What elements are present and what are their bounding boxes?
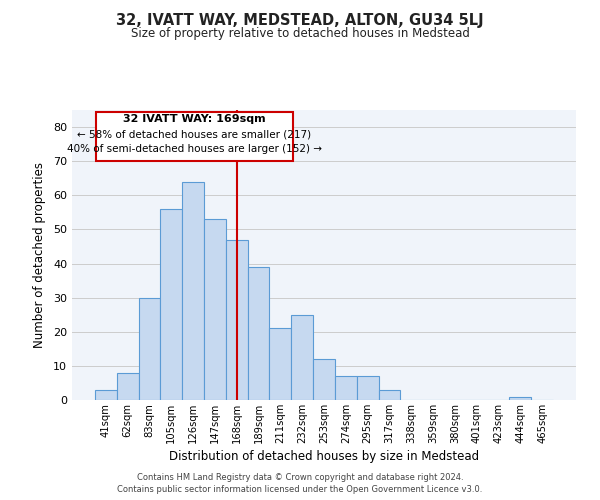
Bar	[291, 314, 313, 400]
Bar	[204, 219, 226, 400]
Bar	[226, 240, 248, 400]
X-axis label: Distribution of detached houses by size in Medstead: Distribution of detached houses by size …	[169, 450, 479, 463]
Bar	[248, 267, 269, 400]
Bar	[95, 390, 117, 400]
Text: 32 IVATT WAY: 169sqm: 32 IVATT WAY: 169sqm	[123, 114, 266, 124]
Bar	[357, 376, 379, 400]
Y-axis label: Number of detached properties: Number of detached properties	[33, 162, 46, 348]
Bar	[160, 209, 182, 400]
Text: ← 58% of detached houses are smaller (217): ← 58% of detached houses are smaller (21…	[77, 129, 311, 139]
Text: 32, IVATT WAY, MEDSTEAD, ALTON, GU34 5LJ: 32, IVATT WAY, MEDSTEAD, ALTON, GU34 5LJ	[116, 12, 484, 28]
Text: 40% of semi-detached houses are larger (152) →: 40% of semi-detached houses are larger (…	[67, 144, 322, 154]
Text: Contains HM Land Registry data © Crown copyright and database right 2024.: Contains HM Land Registry data © Crown c…	[137, 473, 463, 482]
Bar	[379, 390, 400, 400]
Text: Size of property relative to detached houses in Medstead: Size of property relative to detached ho…	[131, 28, 469, 40]
Bar	[117, 372, 139, 400]
Text: Contains public sector information licensed under the Open Government Licence v3: Contains public sector information licen…	[118, 484, 482, 494]
Bar	[269, 328, 291, 400]
Bar	[509, 396, 531, 400]
Bar	[335, 376, 357, 400]
Bar	[313, 359, 335, 400]
Bar	[182, 182, 204, 400]
Bar	[139, 298, 160, 400]
